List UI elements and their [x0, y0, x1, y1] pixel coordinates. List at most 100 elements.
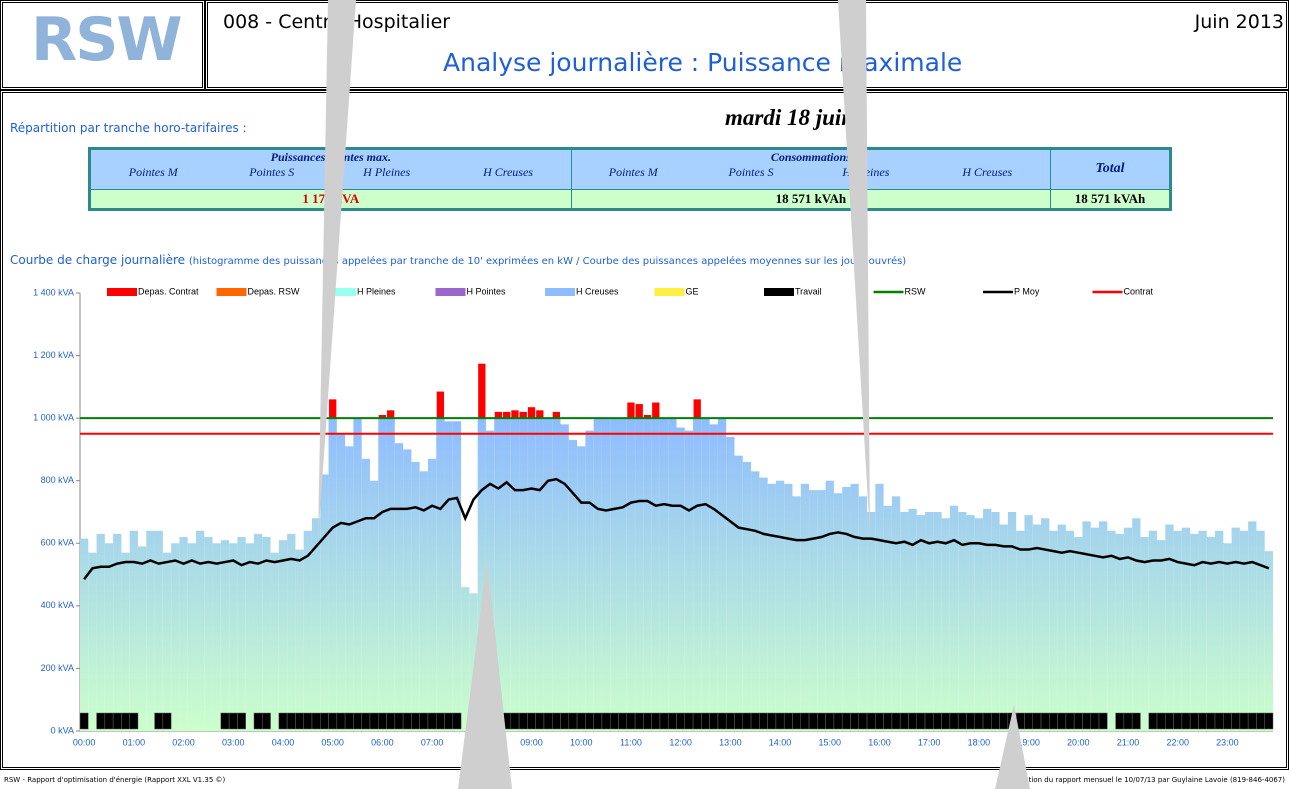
work-block	[750, 712, 760, 730]
body-box	[0, 90, 1289, 770]
work-block	[220, 712, 230, 730]
legend-label: Depas. RSW	[248, 286, 301, 296]
work-block	[295, 712, 304, 730]
x-tick-label: 20:00	[1067, 737, 1090, 747]
legend-label: RSW	[905, 286, 927, 296]
x-tick-label: 02:00	[172, 737, 195, 747]
bar	[983, 508, 992, 731]
work-block	[734, 712, 744, 730]
bar	[1090, 527, 1100, 731]
bar	[999, 524, 1008, 731]
bar	[1215, 530, 1224, 731]
bar	[121, 552, 130, 731]
bar	[610, 418, 619, 731]
work-block	[1214, 712, 1224, 730]
bar	[867, 512, 876, 731]
work-block	[96, 712, 106, 730]
work-block	[924, 712, 934, 730]
work-block	[1073, 712, 1083, 730]
work-block	[651, 712, 661, 730]
bar	[693, 418, 702, 731]
bar	[220, 540, 230, 731]
bar	[1082, 521, 1091, 731]
bar	[1248, 521, 1257, 731]
work-block	[369, 712, 379, 730]
bar	[1173, 530, 1182, 731]
work-block	[543, 712, 553, 730]
bar	[262, 537, 271, 731]
work-block	[154, 712, 164, 730]
legend-swatch	[107, 288, 137, 296]
y-tick-label: 800 kVA	[41, 475, 74, 485]
column-header: Pointes M	[128, 165, 178, 179]
bar	[1198, 530, 1207, 731]
legend-swatch	[216, 288, 247, 296]
bar	[635, 418, 644, 731]
work-block	[1156, 712, 1166, 730]
work-block	[328, 712, 338, 730]
work-block	[311, 712, 321, 730]
work-block	[833, 712, 843, 730]
bar	[1239, 530, 1249, 731]
bar-excess	[503, 411, 511, 419]
work-block	[162, 712, 172, 730]
bar	[436, 418, 445, 731]
work-block	[759, 712, 768, 730]
legend-label: H Pleines	[357, 286, 396, 296]
work-block	[1024, 712, 1033, 730]
work-block	[336, 712, 346, 730]
bar	[1165, 524, 1174, 731]
work-block	[444, 712, 454, 730]
bar	[1074, 537, 1083, 731]
bar	[278, 540, 288, 731]
work-block	[1189, 712, 1199, 730]
bar-excess	[635, 404, 643, 419]
bar	[104, 543, 114, 731]
bar	[361, 458, 370, 731]
bar	[1223, 543, 1232, 731]
bar-excess	[643, 415, 652, 419]
bar	[1231, 527, 1240, 731]
work-block	[800, 712, 810, 730]
bar	[527, 418, 536, 731]
bar	[328, 418, 337, 731]
bar	[1157, 540, 1166, 731]
bar-excess	[478, 363, 486, 419]
bar	[916, 515, 926, 731]
work-block	[916, 712, 926, 730]
work-block	[767, 712, 777, 730]
work-block	[112, 712, 122, 730]
work-block	[875, 712, 884, 730]
bar-excess	[436, 391, 445, 419]
bar	[792, 496, 801, 731]
work-block	[262, 712, 271, 730]
bar	[651, 418, 660, 731]
bar	[1065, 530, 1075, 731]
column-header: H Creuses	[445, 165, 572, 189]
bar	[386, 418, 395, 731]
work-block	[435, 712, 445, 730]
bar	[1024, 515, 1033, 731]
bar	[1140, 537, 1149, 731]
bar	[1032, 524, 1042, 731]
work-block	[1131, 712, 1141, 730]
work-block	[676, 712, 686, 730]
x-tick-label: 22:00	[1166, 737, 1189, 747]
work-block	[1082, 712, 1091, 730]
work-block	[717, 712, 727, 730]
x-tick-label: 07:00	[421, 737, 444, 747]
bar	[891, 496, 901, 731]
bar	[1007, 512, 1017, 731]
bar	[212, 543, 221, 731]
bar	[113, 533, 122, 731]
column-header: Pointes M	[608, 165, 658, 179]
legend-swatch	[764, 288, 794, 296]
bar	[270, 552, 279, 731]
bar	[303, 530, 312, 731]
work-block	[394, 712, 404, 730]
bar	[883, 505, 892, 731]
bar-excess	[511, 410, 519, 419]
bar	[96, 533, 105, 731]
x-tick-label: 06:00	[371, 737, 394, 747]
tariff-table: Puissances pointes max. Consommations To…	[88, 147, 1172, 211]
